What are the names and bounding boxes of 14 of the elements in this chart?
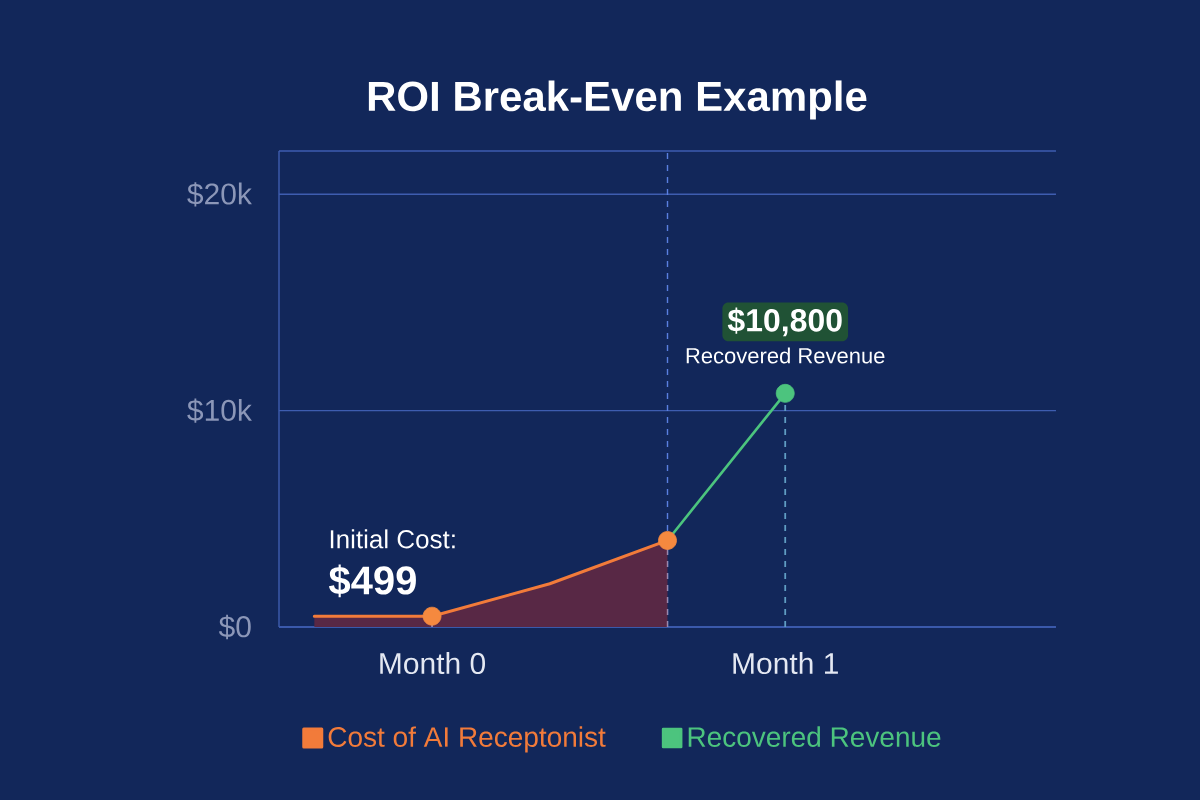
x-tick-label: Month 0	[380, 652, 486, 675]
y-tick-label: $0	[218, 614, 251, 640]
point	[658, 531, 677, 550]
data-label: $10,800	[727, 307, 842, 337]
y-tick-label: $20k	[187, 182, 252, 207]
point	[775, 383, 795, 403]
legend-label: Cost of AI Receptonist	[328, 726, 606, 753]
y-tick-label: $10k	[187, 398, 252, 423]
chart-title: ROI Break-Even Example	[368, 80, 867, 120]
annotation: Recovered Revenue	[686, 347, 885, 364]
data-label: $499	[328, 564, 416, 598]
point	[422, 606, 442, 626]
x-tick-label: Month 1	[733, 652, 838, 675]
legend-label: Recovered Revenue	[688, 726, 941, 747]
